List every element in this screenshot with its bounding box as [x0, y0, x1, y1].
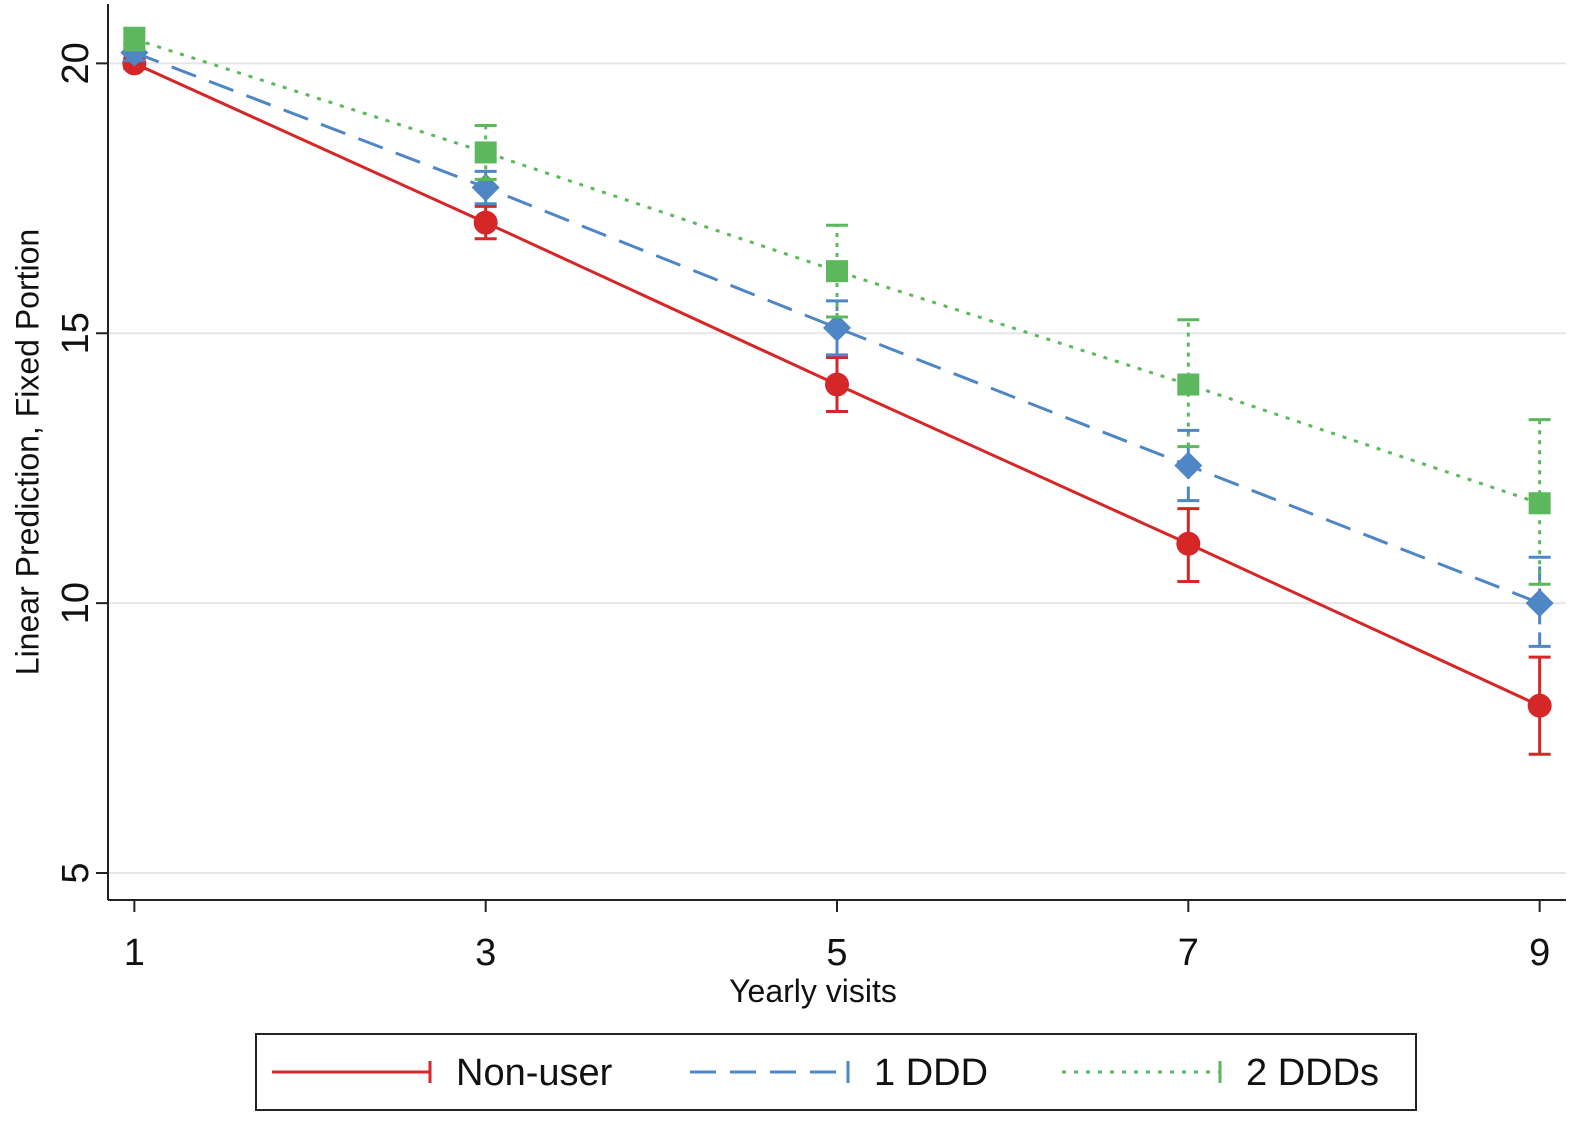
- data-point: [826, 260, 848, 283]
- legend-entry-2: 2 DDDs: [1062, 1052, 1379, 1094]
- legend-label: 1 DDD: [874, 1052, 988, 1094]
- legend-entry-0: Non-user: [272, 1052, 613, 1094]
- data-point: [1174, 451, 1203, 480]
- x-tick-label: 7: [1178, 932, 1199, 974]
- series-2: [123, 26, 1551, 586]
- data-point: [1177, 373, 1200, 396]
- data-point: [823, 313, 851, 342]
- series-layer: [120, 26, 1554, 756]
- x-tick-label: 9: [1529, 932, 1550, 974]
- y-tick-label: 10: [55, 582, 97, 624]
- series-line: [133, 51, 1541, 605]
- legend: Non-user 1 DDD 2 DDDs: [255, 1033, 1417, 1111]
- x-axis-title: Yearly visits: [729, 973, 897, 1009]
- data-point: [825, 372, 849, 397]
- series-1: [120, 38, 1554, 648]
- data-point: [474, 141, 497, 164]
- y-axis-title: Linear Prediction, Fixed Portion: [9, 229, 45, 675]
- data-point: [1176, 531, 1201, 556]
- data-point: [1525, 589, 1554, 618]
- legend-label: 2 DDDs: [1246, 1052, 1379, 1094]
- axes: 5 10 15 20 1 3 5 7 9: [55, 4, 1566, 974]
- legend-label: Non-user: [456, 1052, 613, 1094]
- grid-lines: [108, 62, 1566, 875]
- data-point: [1527, 693, 1552, 718]
- data-point: [1528, 492, 1551, 515]
- data-point: [473, 210, 498, 235]
- legend-entry-1: 1 DDD: [690, 1052, 988, 1094]
- y-tick-label: 20: [55, 42, 97, 84]
- y-tick-label: 5: [55, 862, 97, 883]
- x-tick-label: 5: [826, 932, 847, 974]
- x-tick-label: 3: [475, 932, 496, 974]
- data-point: [123, 28, 146, 51]
- x-tick-label: 1: [124, 932, 145, 974]
- series-0: [122, 51, 1552, 756]
- y-tick-label: 15: [55, 312, 97, 354]
